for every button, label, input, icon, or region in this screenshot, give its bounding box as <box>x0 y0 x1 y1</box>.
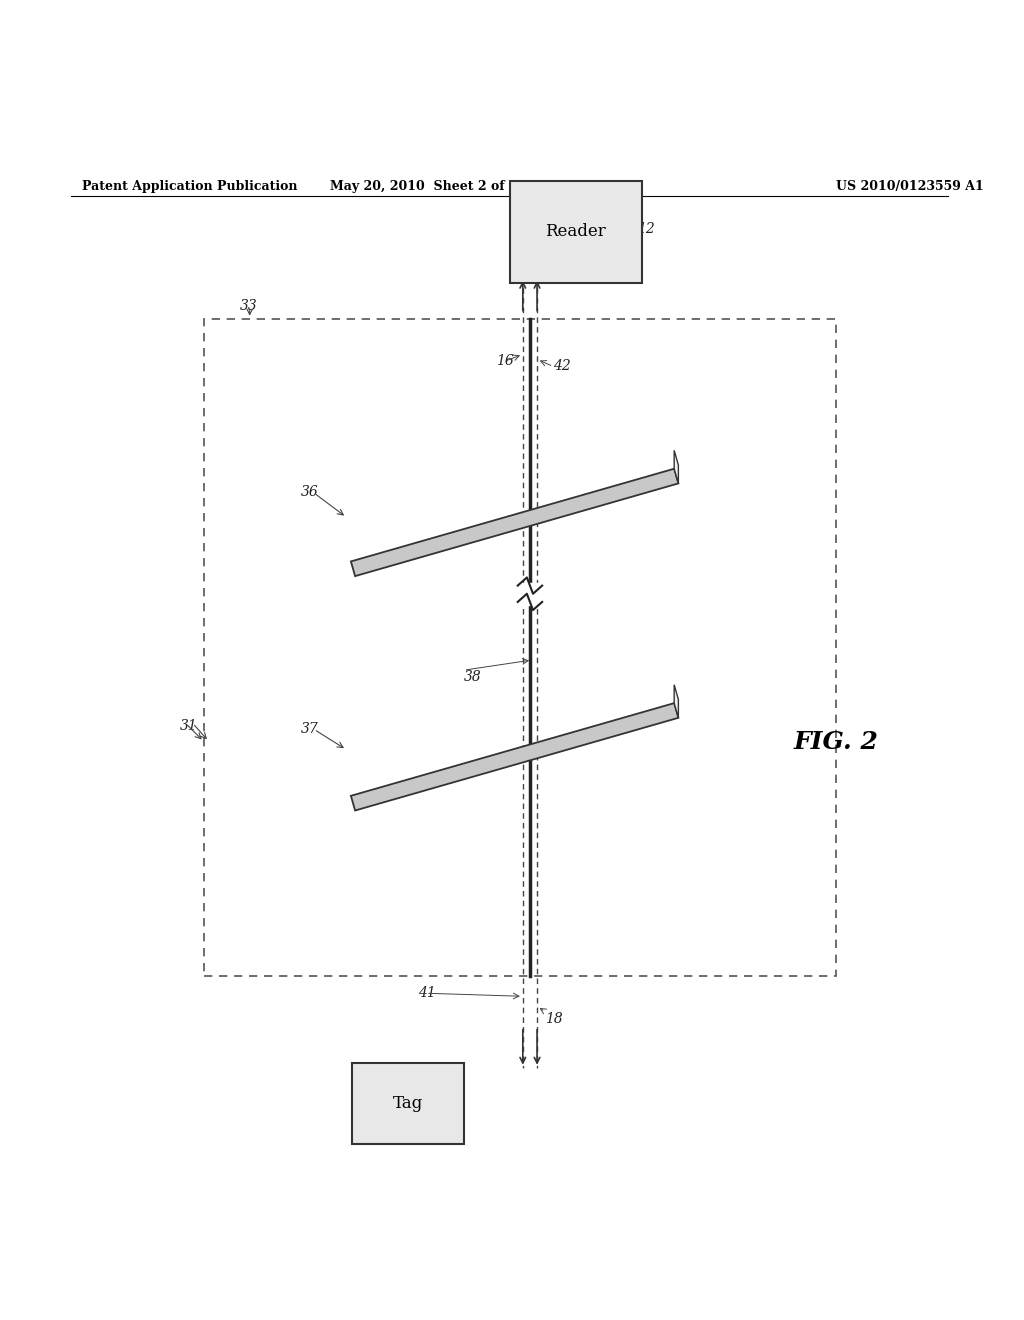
Text: 31: 31 <box>179 719 197 733</box>
FancyBboxPatch shape <box>510 181 642 282</box>
Polygon shape <box>674 450 678 483</box>
Text: Tag: Tag <box>392 1094 423 1111</box>
Polygon shape <box>351 469 678 576</box>
Polygon shape <box>351 704 678 810</box>
FancyBboxPatch shape <box>351 1063 464 1144</box>
Text: Reader: Reader <box>546 223 606 240</box>
Text: 16: 16 <box>497 354 514 368</box>
Text: 41: 41 <box>418 986 435 1001</box>
Text: US 2010/0123559 A1: US 2010/0123559 A1 <box>836 180 983 193</box>
Text: 36: 36 <box>301 484 318 499</box>
Text: 33: 33 <box>240 300 257 313</box>
Text: Patent Application Publication: Patent Application Publication <box>82 180 297 193</box>
Text: 14: 14 <box>392 1100 410 1113</box>
Text: May 20, 2010  Sheet 2 of 24: May 20, 2010 Sheet 2 of 24 <box>330 180 526 193</box>
Text: FIG. 2: FIG. 2 <box>794 730 879 754</box>
Polygon shape <box>674 685 678 718</box>
Text: 37: 37 <box>301 722 318 737</box>
Text: 12: 12 <box>637 222 654 236</box>
Bar <box>515 582 545 605</box>
Text: 18: 18 <box>545 1011 563 1026</box>
Text: 42: 42 <box>553 359 571 374</box>
Text: 38: 38 <box>464 671 481 684</box>
